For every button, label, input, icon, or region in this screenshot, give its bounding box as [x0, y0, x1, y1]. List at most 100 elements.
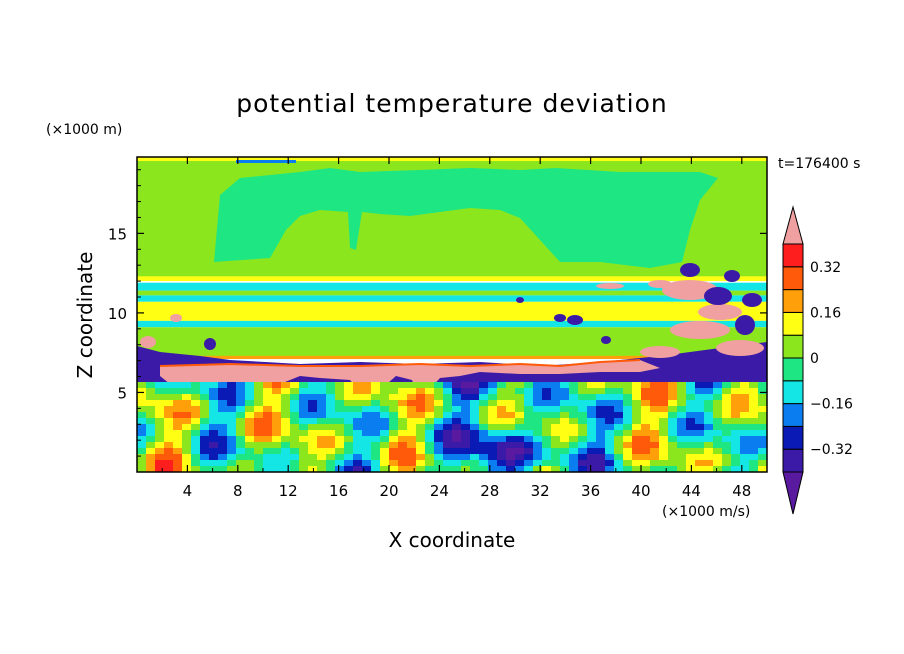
lower-cell	[731, 424, 741, 431]
lower-cell	[254, 466, 264, 472]
lower-cell	[353, 388, 363, 395]
lower-cell	[200, 448, 210, 455]
lower-cell	[227, 400, 237, 407]
lower-cell	[290, 460, 300, 467]
lower-cell	[560, 400, 570, 407]
lower-cell	[380, 430, 390, 437]
lower-cell	[326, 442, 336, 449]
lower-cell	[380, 418, 390, 425]
lower-cell	[281, 382, 291, 389]
lower-cell	[236, 454, 246, 461]
lower-cell	[371, 460, 381, 467]
lower-cell	[182, 424, 192, 431]
lower-cell	[362, 400, 372, 407]
lower-cell	[740, 406, 750, 413]
time-label: t=176400 s	[778, 156, 860, 172]
lower-cell	[569, 400, 579, 407]
lower-cell	[317, 424, 327, 431]
region-top-cold-streak	[236, 160, 296, 163]
lower-cell	[587, 406, 597, 413]
lower-cell	[326, 400, 336, 407]
lower-cell	[344, 382, 354, 389]
lower-cell	[668, 382, 678, 389]
lower-cell	[380, 454, 390, 461]
lower-cell	[488, 400, 498, 407]
lower-cell	[137, 418, 147, 425]
lower-cell	[380, 424, 390, 431]
lower-cell	[335, 448, 345, 455]
lower-cell	[596, 442, 606, 449]
lower-cell	[497, 400, 507, 407]
lower-cell	[569, 442, 579, 449]
lower-cell	[434, 442, 444, 449]
lower-cell	[227, 394, 237, 401]
lower-cell	[263, 436, 273, 443]
lower-cell	[200, 394, 210, 401]
lower-cell	[596, 394, 606, 401]
lower-cell	[722, 454, 732, 461]
lower-cell	[137, 412, 147, 419]
lower-cell	[434, 448, 444, 455]
lower-cell	[299, 460, 309, 467]
lower-cell	[470, 388, 480, 395]
lower-cell	[182, 436, 192, 443]
lower-cell	[749, 454, 759, 461]
lower-cell	[191, 382, 201, 389]
lower-cell	[263, 442, 273, 449]
lower-cell	[416, 442, 426, 449]
lower-cell	[650, 382, 660, 389]
lower-cell	[515, 394, 525, 401]
lower-cell	[533, 394, 543, 401]
lower-cell	[407, 466, 417, 472]
lower-cell	[335, 436, 345, 443]
lower-cell	[659, 442, 669, 449]
lower-cell	[722, 466, 732, 472]
lower-cell	[182, 412, 192, 419]
lower-cell	[686, 466, 696, 472]
lower-cell	[578, 412, 588, 419]
lower-cell	[335, 382, 345, 389]
region-patch-13	[554, 314, 566, 322]
lower-cell	[623, 442, 633, 449]
lower-cell	[650, 466, 660, 472]
lower-cell	[722, 448, 732, 455]
lower-cell	[641, 448, 651, 455]
lower-cell	[326, 418, 336, 425]
lower-cell	[479, 418, 489, 425]
lower-cell	[659, 430, 669, 437]
lower-cell	[722, 424, 732, 431]
lower-cell	[263, 460, 273, 467]
x-tick-label: 36	[581, 482, 600, 500]
lower-cell	[479, 388, 489, 395]
lower-cell	[317, 448, 327, 455]
lower-cell	[650, 454, 660, 461]
lower-cell	[560, 454, 570, 461]
lower-cell	[641, 418, 651, 425]
lower-cell	[533, 436, 543, 443]
lower-cell	[515, 466, 525, 472]
lower-cell	[389, 400, 399, 407]
lower-cell	[542, 418, 552, 425]
lower-cell	[704, 400, 714, 407]
lower-cell	[155, 442, 165, 449]
lower-cell	[281, 388, 291, 395]
lower-cell	[209, 394, 219, 401]
lower-cell	[200, 442, 210, 449]
lower-cell	[398, 394, 408, 401]
lower-cell	[524, 400, 534, 407]
lower-cell	[488, 406, 498, 413]
lower-cell	[452, 430, 462, 437]
lower-cell	[290, 454, 300, 461]
lower-cell	[461, 460, 471, 467]
lower-cell	[362, 406, 372, 413]
region-patch-12	[567, 315, 583, 325]
lower-cell	[452, 382, 462, 389]
lower-cell	[371, 418, 381, 425]
lower-cell	[443, 382, 453, 389]
lower-cell	[560, 418, 570, 425]
lower-cell	[425, 394, 435, 401]
lower-cell	[533, 460, 543, 467]
lower-cell	[371, 448, 381, 455]
lower-cell	[470, 418, 480, 425]
lower-cell	[686, 382, 696, 389]
